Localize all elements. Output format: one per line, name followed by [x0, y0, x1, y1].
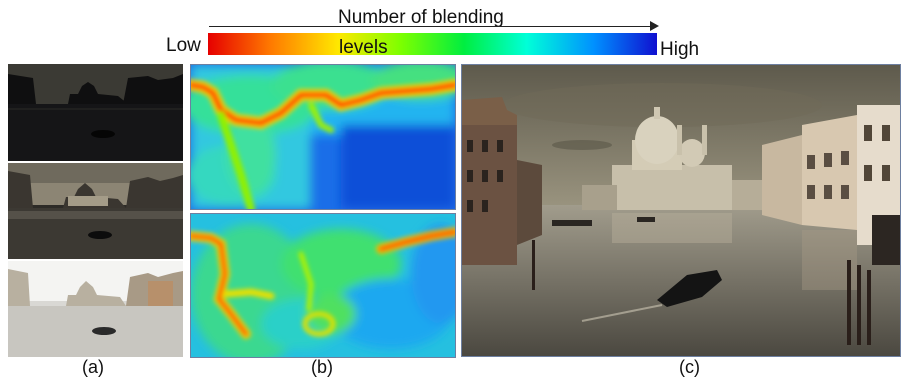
exposure-dark-image: [8, 64, 183, 161]
colorbar-arrow-head: [650, 21, 659, 31]
colorbar-high-label: High: [660, 39, 700, 60]
caption-b: (b): [311, 357, 333, 377]
colorbar: [208, 33, 657, 55]
colorbar-low-label: Low: [166, 35, 201, 56]
colorbar-levels-label: levels: [339, 37, 388, 58]
blending-map-bottom: [190, 213, 456, 358]
exposure-medium-image: [8, 163, 183, 259]
colorbar-title: Number of blending: [338, 7, 504, 28]
caption-a: (a): [82, 357, 104, 377]
caption-c: (c): [679, 357, 700, 377]
fused-result-image: [461, 64, 901, 357]
exposure-bright-image: [8, 261, 183, 357]
blending-map-top: [190, 64, 456, 210]
colorbar-arrow: [209, 26, 655, 27]
